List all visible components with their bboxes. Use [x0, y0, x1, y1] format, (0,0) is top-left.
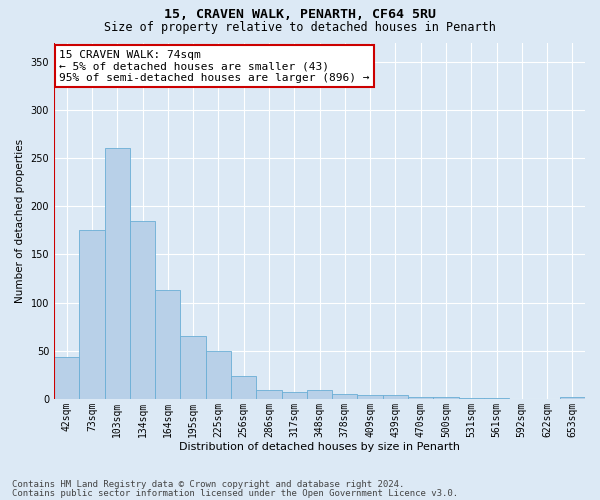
Bar: [231, 376, 256, 399]
Bar: [458, 398, 484, 399]
Bar: [383, 395, 408, 399]
Bar: [433, 397, 458, 399]
Bar: [130, 220, 155, 399]
Bar: [79, 230, 104, 399]
X-axis label: Distribution of detached houses by size in Penarth: Distribution of detached houses by size …: [179, 442, 460, 452]
Text: Contains HM Land Registry data © Crown copyright and database right 2024.: Contains HM Land Registry data © Crown c…: [12, 480, 404, 489]
Text: Contains public sector information licensed under the Open Government Licence v3: Contains public sector information licen…: [12, 488, 458, 498]
Bar: [484, 398, 509, 399]
Bar: [181, 336, 206, 399]
Bar: [54, 356, 79, 399]
Bar: [155, 290, 181, 399]
Bar: [307, 390, 332, 399]
Bar: [206, 351, 231, 399]
Text: 15, CRAVEN WALK, PENARTH, CF64 5RU: 15, CRAVEN WALK, PENARTH, CF64 5RU: [164, 8, 436, 20]
Bar: [256, 390, 281, 399]
Bar: [332, 394, 358, 399]
Bar: [281, 392, 307, 399]
Text: Size of property relative to detached houses in Penarth: Size of property relative to detached ho…: [104, 21, 496, 34]
Bar: [560, 397, 585, 399]
Bar: [358, 395, 383, 399]
Text: 15 CRAVEN WALK: 74sqm
← 5% of detached houses are smaller (43)
95% of semi-detac: 15 CRAVEN WALK: 74sqm ← 5% of detached h…: [59, 50, 370, 83]
Y-axis label: Number of detached properties: Number of detached properties: [15, 138, 25, 303]
Bar: [104, 148, 130, 399]
Bar: [408, 397, 433, 399]
